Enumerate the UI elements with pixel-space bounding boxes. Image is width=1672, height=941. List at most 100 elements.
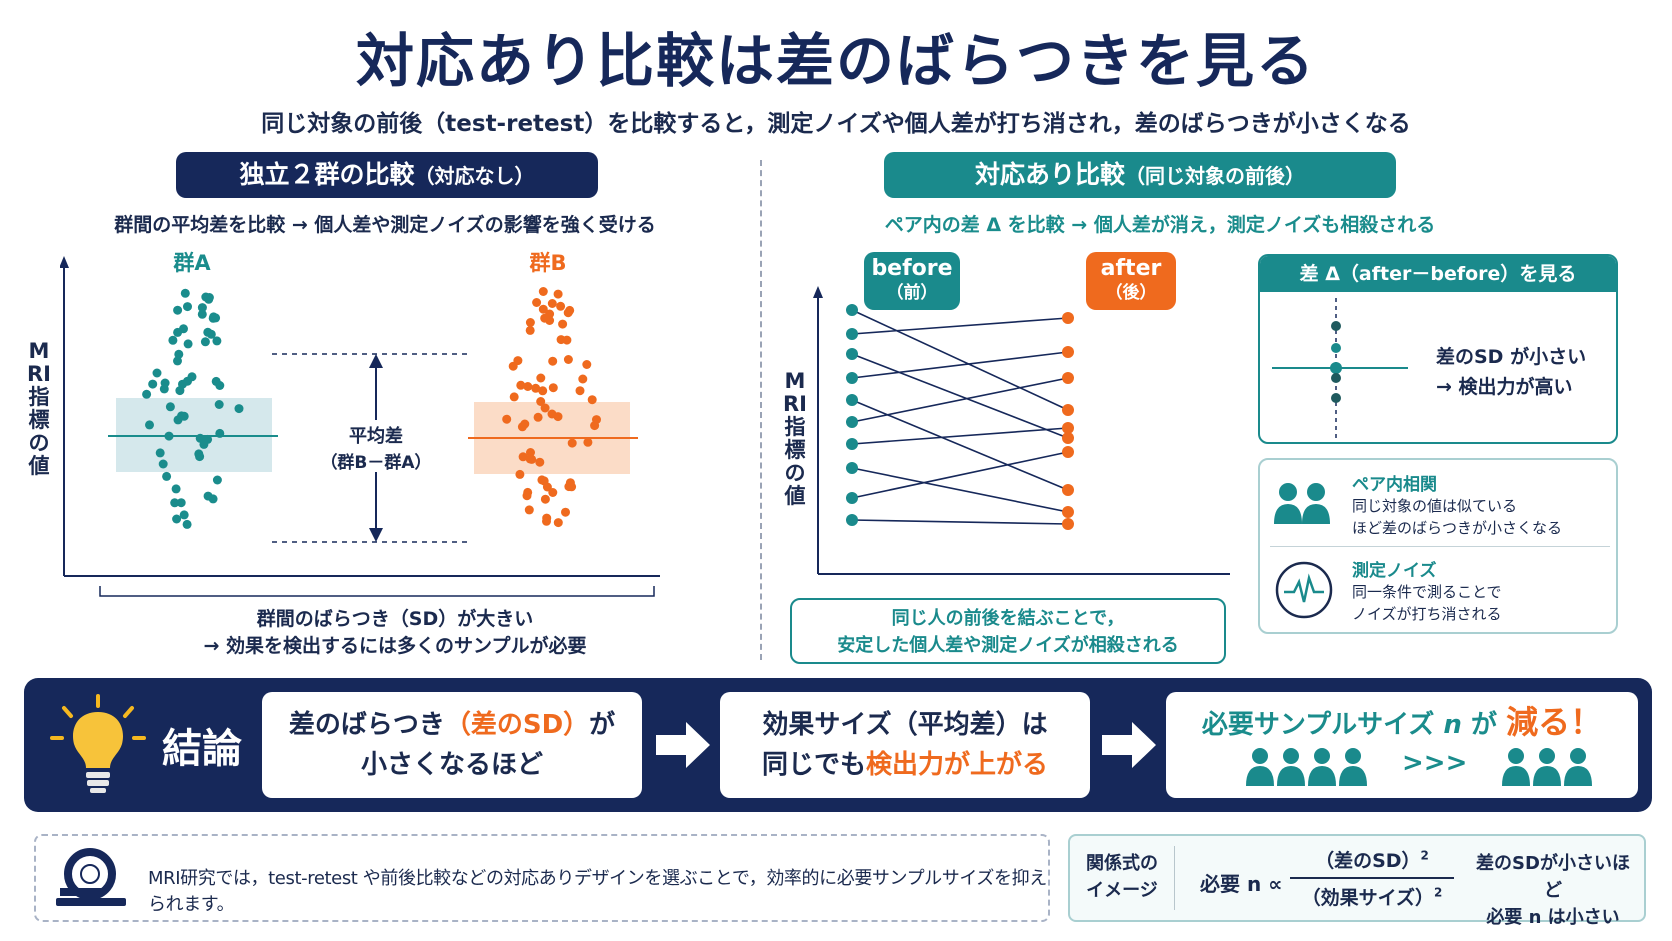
scatter-dot — [548, 488, 558, 497]
scatter-dot — [567, 482, 577, 492]
independent-groups-header-sub: （対応なし） — [414, 164, 535, 188]
pair-correlation-title: ペア内相関 — [1352, 475, 1437, 495]
mean-difference-label: 平均差 — [349, 425, 403, 447]
formula-note-line2: 必要 n は小さい — [1486, 907, 1620, 928]
independent-groups-description: 群間の平均差を比較 → 個人差や測定ノイズの影響を強く受ける — [114, 214, 656, 236]
group-a-label: 群A — [173, 251, 211, 275]
before-dot — [846, 462, 858, 474]
conclusion-box2-text-a: 効果サイズ（平均差）は — [762, 710, 1048, 740]
scatter-dot — [542, 482, 552, 492]
scatter-dot — [535, 457, 545, 467]
scatter-dot — [553, 289, 563, 299]
conclusion-band: 結論 差のばらつき（差のSD）が 小さくなるほど 効果サイズ（平均差）は 同じで… — [24, 678, 1652, 812]
scatter-dot — [509, 392, 519, 402]
pair-line — [851, 377, 1069, 423]
scatter-dot — [174, 349, 184, 359]
conclusion-label: 結論 — [162, 726, 242, 772]
independent-groups-caption-line2: → 効果を検出するには多くのサンプルが必要 — [203, 635, 587, 657]
pair-line — [851, 427, 1069, 445]
scatter-dot — [180, 288, 190, 298]
scatter-dot — [522, 491, 532, 501]
after-dot — [1062, 312, 1074, 324]
scatter-dot — [582, 360, 592, 369]
right-y-axis-arrow-icon — [813, 286, 823, 298]
scatter-dot — [525, 318, 535, 327]
scatter-dot — [194, 449, 204, 459]
delta-box-text: 差のSD が小さい → 検出力が高い — [1436, 342, 1586, 402]
scatter-dot — [170, 498, 180, 508]
formula-fraction: （差のSD）2 （効果サイズ）2 — [1290, 846, 1454, 910]
arrow-right-icon — [656, 722, 710, 768]
scatter-dot — [162, 471, 172, 481]
conclusion-box1-text-c: が — [589, 710, 616, 740]
formula-denominator-exponent: 2 — [1434, 885, 1443, 900]
before-dot — [846, 416, 858, 428]
scatter-dot — [538, 287, 548, 296]
scatter-dot — [176, 498, 186, 508]
after-tag: after （後） — [1086, 252, 1176, 310]
paired-comparison-header-sub: （同じ対象の前後） — [1125, 164, 1305, 188]
formula-label: 関係式の イメージ — [1080, 850, 1164, 904]
scatter-dot — [203, 491, 213, 501]
scatter-dot — [583, 437, 593, 447]
left-y-axis-arrow-icon — [60, 256, 69, 268]
after-dot — [1062, 422, 1074, 434]
before-dot — [846, 304, 858, 316]
scatter-dot — [152, 368, 162, 378]
scatter-dot — [197, 303, 207, 313]
independent-groups-header: 独立２群の比較（対応なし） — [176, 152, 598, 198]
scatter-dot — [183, 339, 193, 349]
before-tag: before （前） — [864, 252, 960, 310]
scatter-dot — [542, 516, 551, 526]
scatter-dot — [155, 448, 165, 458]
scatter-dot — [234, 404, 244, 414]
scatter-dot — [532, 298, 542, 307]
scatter-dot — [558, 319, 568, 329]
pair-line — [851, 399, 1069, 491]
right-y-axis-label: MRI指標の値 — [783, 369, 807, 508]
mri-scanner-icon — [56, 848, 126, 906]
after-tag-label: after — [1100, 256, 1162, 281]
independent-groups-caption-line1: 群間のばらつき（SD）が大きい — [256, 608, 534, 630]
info-box: ペア内相関 同じ対象の値は似ている ほど差のばらつきが小さくなる 測定ノイズ 同… — [1258, 458, 1618, 634]
scatter-dot — [168, 335, 178, 345]
paired-lines-plot — [813, 286, 1230, 575]
scatter-dot — [214, 400, 224, 409]
scatter-dot — [518, 452, 528, 462]
scatter-dot — [563, 355, 573, 364]
scatter-dot — [197, 309, 207, 319]
after-dot — [1062, 372, 1074, 384]
conclusion-box-power: 効果サイズ（平均差）は 同じでも検出力が上がる — [720, 692, 1090, 798]
scatter-dot — [556, 301, 566, 311]
paired-comparison-caption-line2: 安定した個人差や測定ノイズが相殺される — [837, 635, 1179, 656]
conclusion-box1-text-d: 小さくなるほど — [360, 750, 543, 780]
scatter-dot — [517, 422, 527, 432]
mean-difference-label-bg — [322, 420, 430, 472]
group-b-dots — [502, 287, 601, 528]
pair-correlation-block: ペア内相関 同じ対象の値は似ている ほど差のばらつきが小さくなる — [1352, 470, 1562, 539]
paired-comparison-description: ペア内の差 Δ を比較 → 個人差が消え，測定ノイズも相殺される — [884, 214, 1436, 236]
page-subtitle: 同じ対象の前後（test-retest）を比較すると，測定ノイズや個人差が打ち消… — [261, 111, 1411, 137]
formula-numerator: （差のSD） — [1315, 850, 1421, 872]
scatter-dot — [548, 356, 558, 366]
mean-difference-arrow-down-icon — [369, 528, 383, 542]
scatter-dot — [158, 459, 168, 469]
formula-box: 関係式の イメージ 必要 n ∝ （差のSD）2 （効果サイズ）2 差のSDが小… — [1068, 834, 1646, 928]
independent-groups-plot: 平均差 （群B－群A） 群A 群B — [60, 251, 660, 597]
scatter-dot — [590, 421, 600, 431]
scatter-dot — [525, 325, 535, 335]
scatter-dot — [516, 380, 526, 390]
mean-difference-sublabel: （群B－群A） — [320, 452, 431, 473]
group-spread-bracket — [99, 586, 655, 597]
mri-note-text: MRI研究では，test-retest や前後比較などの対応ありデザインを選ぶこ… — [148, 868, 1047, 915]
people-group-small-icon — [1502, 748, 1592, 786]
before-dot — [846, 328, 858, 340]
mean-difference-arrow-up-icon — [369, 354, 383, 368]
formula-lhs: 必要 n ∝ — [1200, 872, 1283, 896]
measurement-noise-block: 測定ノイズ 同一条件で測ることで ノイズが打ち消される — [1352, 556, 1502, 625]
scatter-dot — [578, 374, 588, 384]
delta-box-line2: → 検出力が高い — [1436, 376, 1573, 398]
lightbulb-icon — [50, 694, 146, 793]
before-dot — [846, 348, 858, 360]
conclusion-box3-arrow: >>> — [1402, 748, 1468, 778]
